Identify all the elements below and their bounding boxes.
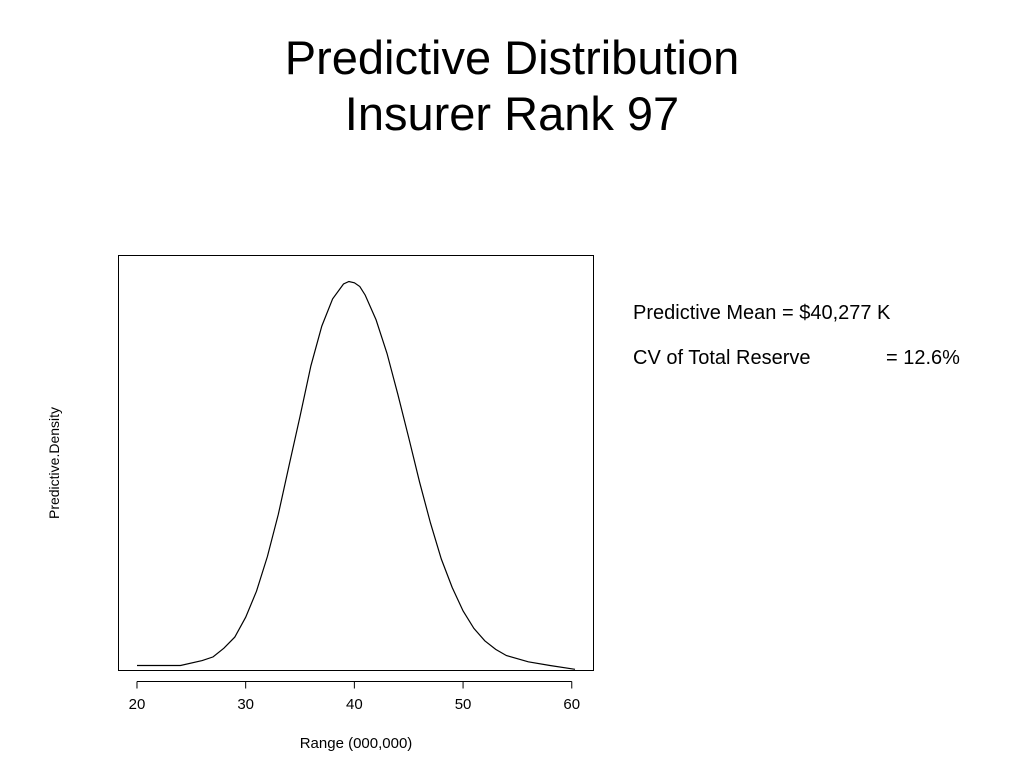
cv-line: CV of Total Reserve = 12.6%: [633, 346, 960, 370]
cv-value: = 12.6%: [886, 347, 960, 369]
predictive-mean-value: $40,277 K: [799, 302, 891, 324]
statistics-panel: Predictive Mean = $40,277 K CV of Total …: [633, 301, 960, 370]
x-tick-label: 60: [563, 696, 580, 713]
slide-title: Predictive Distribution Insurer Rank 97: [0, 30, 1024, 142]
predictive-mean-line: Predictive Mean = $40,277 K: [633, 301, 960, 325]
x-axis-label: Range (000,000): [300, 735, 413, 752]
density-curve: [137, 280, 576, 670]
x-tick-label: 40: [346, 696, 363, 713]
title-line-2: Insurer Rank 97: [344, 87, 680, 140]
predictive-mean-label: Predictive Mean =: [633, 302, 800, 324]
y-axis-label: Predictive.Density: [46, 407, 62, 519]
x-axis: 20 30 40 50 60: [129, 681, 580, 713]
title-line-1: Predictive Distribution: [284, 31, 740, 84]
x-tick-label: 30: [237, 696, 254, 713]
cv-label: CV of Total Reserve: [633, 347, 811, 369]
x-tick-label: 20: [129, 696, 146, 713]
plot-frame: [118, 255, 594, 671]
x-tick-label: 50: [455, 696, 472, 713]
